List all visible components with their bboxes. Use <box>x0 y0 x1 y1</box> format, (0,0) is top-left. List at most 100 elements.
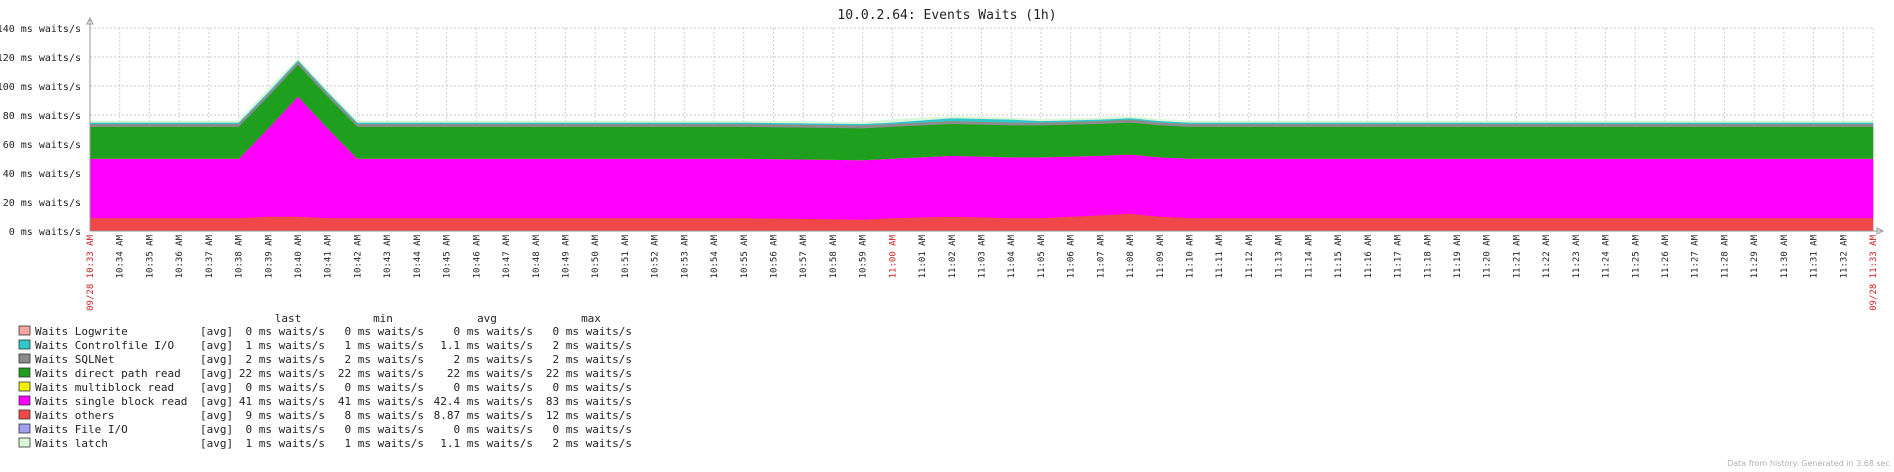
legend-row: Waits File I/O [avg] 0 ms waits/s 0 ms wait… <box>18 423 632 436</box>
y-tick-label: 120 ms waits/s <box>0 53 81 64</box>
x-tick-label: 11:11 AM <box>1215 234 1225 278</box>
legend-max: 0 ms waits/s <box>553 381 632 394</box>
legend-name: Waits latch <box>35 437 108 450</box>
legend-func: [avg] <box>200 395 233 408</box>
x-tick-label: 11:00 AM <box>888 234 898 278</box>
x-end-label: 09/28 11:33 AM <box>1869 234 1879 310</box>
x-tick-label: 11:01 AM <box>918 234 928 278</box>
legend-name: Waits others <box>35 409 114 422</box>
legend-min: 1 ms waits/s <box>345 339 424 352</box>
x-tick-label: 11:23 AM <box>1572 234 1582 278</box>
legend-min: 0 ms waits/s <box>345 381 424 394</box>
legend-row: Waits Logwrite [avg] 0 ms waits/s 0 ms wait… <box>18 325 632 338</box>
legend-swatch <box>18 353 31 364</box>
x-tick-label: 10:58 AM <box>829 234 839 278</box>
legend-avg: 1.1 ms waits/s <box>440 437 533 450</box>
x-tick-label: 10:48 AM <box>532 234 542 278</box>
x-tick-label: 11:22 AM <box>1542 234 1552 278</box>
x-tick-label: 11:13 AM <box>1275 234 1285 278</box>
x-tick-label: 11:20 AM <box>1483 234 1493 278</box>
x-tick-label: 10:51 AM <box>621 234 631 278</box>
y-tick-label: 140 ms waits/s <box>0 24 81 35</box>
legend-avg: 0 ms waits/s <box>454 423 533 436</box>
legend-swatch <box>18 395 31 406</box>
x-tick-label: 11:28 AM <box>1720 234 1730 278</box>
legend-header-last: last <box>275 312 302 325</box>
legend-avg: 22 ms waits/s <box>447 367 533 380</box>
x-tick-label: 11:17 AM <box>1394 234 1404 278</box>
legend-min: 0 ms waits/s <box>345 423 424 436</box>
y-tick-label: 0 ms waits/s <box>9 227 81 238</box>
x-tick-label: 11:03 AM <box>978 234 988 278</box>
legend-name: Waits Controlfile I/O <box>35 339 174 352</box>
legend-last: 1 ms waits/s <box>246 437 325 450</box>
legend-row: Waits others [avg] 9 ms waits/s 8 ms waits/… <box>18 409 632 422</box>
legend-name: Waits single block read <box>35 395 187 408</box>
legend-min: 0 ms waits/s <box>345 325 424 338</box>
x-axis-ticks: 09/28 10:33 AM 10:34 AM 10:35 AM 10:36 AM 10… <box>86 234 1879 310</box>
x-tick-label: 10:36 AM <box>175 234 185 278</box>
x-tick-label: 10:44 AM <box>413 234 423 278</box>
x-tick-label: 10:41 AM <box>324 234 334 278</box>
legend-swatch <box>18 381 31 392</box>
x-tick-label: 11:02 AM <box>948 234 958 278</box>
legend-func: [avg] <box>200 381 233 394</box>
legend-avg: 0 ms waits/s <box>454 381 533 394</box>
x-tick-label: 10:42 AM <box>353 234 363 278</box>
legend-last: 9 ms waits/s <box>246 409 325 422</box>
legend-row: Waits single block read [avg] 41 ms waits/… <box>18 395 632 408</box>
legend-last: 1 ms waits/s <box>246 339 325 352</box>
x-tick-label: 10:50 AM <box>591 234 601 278</box>
legend-swatch <box>18 367 31 378</box>
x-tick-label: 10:49 AM <box>561 234 571 278</box>
x-tick-label: 11:30 AM <box>1780 234 1790 278</box>
x-tick-label: 10:40 AM <box>294 234 304 278</box>
x-tick-label: 10:45 AM <box>443 234 453 278</box>
legend: last min avg max Waits Logwrite [avg] 0 ms… <box>18 312 632 450</box>
x-tick-label: 10:37 AM <box>205 234 215 278</box>
x-tick-label: 10:43 AM <box>383 234 393 278</box>
x-tick-label: 11:16 AM <box>1364 234 1374 278</box>
x-tick-label: 11:31 AM <box>1810 234 1820 278</box>
x-tick-label: 11:24 AM <box>1602 234 1612 278</box>
legend-swatch <box>18 423 31 434</box>
legend-func: [avg] <box>200 423 233 436</box>
legend-max: 22 ms waits/s <box>546 367 632 380</box>
legend-max: 0 ms waits/s <box>553 325 632 338</box>
x-tick-label: 11:32 AM <box>1839 234 1849 278</box>
legend-min: 22 ms waits/s <box>338 367 424 380</box>
legend-func: [avg] <box>200 437 233 450</box>
x-tick-label: 10:39 AM <box>264 234 274 278</box>
legend-name: Waits File I/O <box>35 423 128 436</box>
legend-func: [avg] <box>200 325 233 338</box>
x-tick-label: 11:14 AM <box>1304 234 1314 278</box>
x-tick-label: 10:47 AM <box>502 234 512 278</box>
x-tick-label: 10:34 AM <box>116 234 126 278</box>
legend-row: Waits latch [avg] 1 ms waits/s 1 ms waits/s… <box>18 437 632 450</box>
legend-row: Waits SQLNet [avg] 2 ms waits/s 2 ms waits/… <box>18 353 632 366</box>
x-tick-label: 10:57 AM <box>799 234 809 278</box>
legend-swatch <box>18 325 31 336</box>
legend-min: 41 ms waits/s <box>338 395 424 408</box>
y-axis-arrow <box>86 16 94 25</box>
legend-last: 22 ms waits/s <box>239 367 325 380</box>
x-tick-label: 10:46 AM <box>472 234 482 278</box>
x-tick-label: 10:38 AM <box>235 234 245 278</box>
legend-avg: 8.87 ms waits/s <box>434 409 533 422</box>
legend-row: Waits multiblock read [avg] 0 ms waits/s 0 … <box>18 381 632 394</box>
legend-header-max: max <box>581 312 601 325</box>
legend-max: 83 ms waits/s <box>546 395 632 408</box>
legend-last: 41 ms waits/s <box>239 395 325 408</box>
x-tick-label: 10:56 AM <box>769 234 779 278</box>
x-tick-label: 11:12 AM <box>1245 234 1255 278</box>
legend-max: 0 ms waits/s <box>553 423 632 436</box>
y-tick-label: 40 ms waits/s <box>3 169 81 180</box>
x-tick-label: 11:04 AM <box>1007 234 1017 278</box>
chart-title: 10.0.2.64: Events Waits (1h) <box>837 8 1056 23</box>
x-tick-label: 11:05 AM <box>1037 234 1047 278</box>
legend-swatch <box>18 339 31 350</box>
y-tick-label: 100 ms waits/s <box>0 82 81 93</box>
x-tick-label: 11:18 AM <box>1423 234 1433 278</box>
area-waits-latch <box>89 58 1874 124</box>
